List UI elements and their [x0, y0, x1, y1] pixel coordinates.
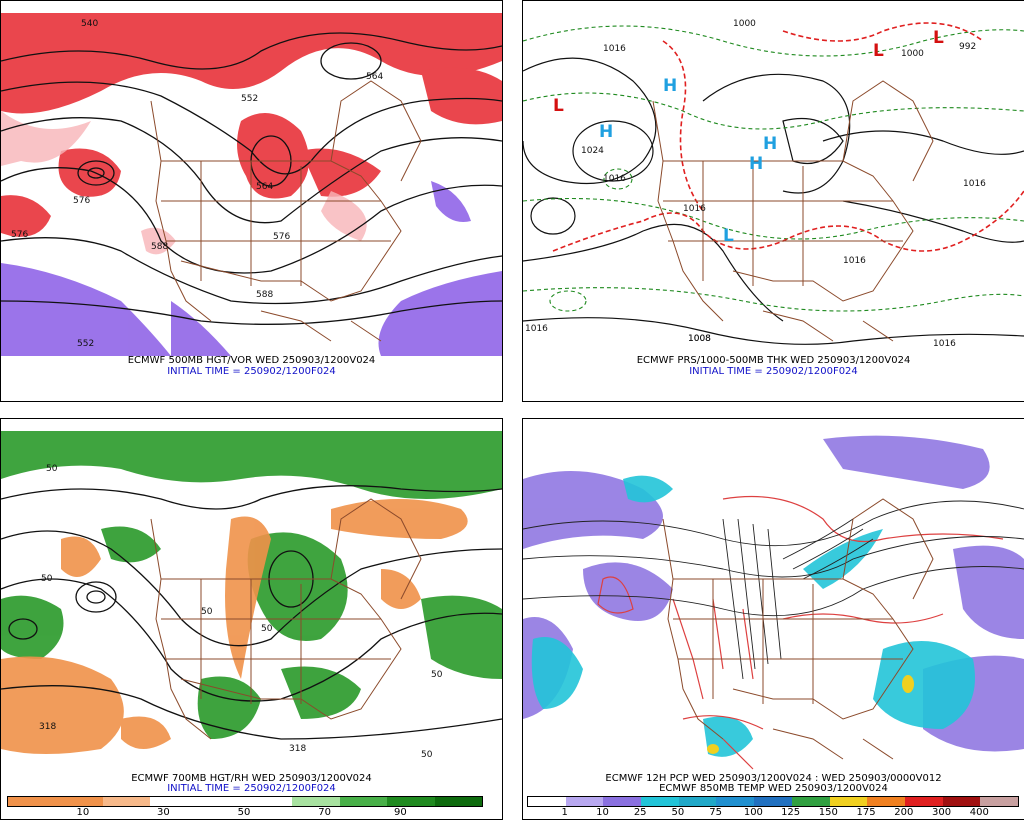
rh-moist-shading	[1, 431, 502, 739]
high-pressure-center: H	[599, 122, 613, 142]
contour-label: 50	[46, 464, 58, 474]
panel-title: ECMWF 500MB HGT/VOR WED 250903/1200V024	[127, 355, 376, 366]
scale-label: 300	[931, 807, 952, 818]
panel-700mb-rh: 50 50 50 50 318 318 50 50 ECMWF 700MB HG…	[0, 418, 503, 820]
precip-moderate-shading	[531, 475, 975, 757]
contour-label: 50	[421, 750, 433, 760]
contour-label: 50	[201, 607, 213, 617]
political-borders	[150, 80, 422, 342]
contour-label: 564	[256, 182, 273, 192]
isobar-label: 992	[959, 42, 976, 52]
rh-dry-shading	[1, 499, 468, 754]
panel-title: ECMWF PRS/1000-500MB THK WED 250903/1200…	[636, 355, 911, 366]
isobar-label: 1016	[525, 324, 548, 334]
panel-subtitle: ECMWF 850MB TEMP WED 250903/1200V024	[659, 783, 888, 794]
political-borders	[652, 80, 934, 342]
contour-label-group: 50 50 50 50 318 318 50 50	[39, 464, 443, 760]
isobar-label: 1000	[901, 49, 924, 59]
low-pressure-center: L	[933, 28, 944, 48]
contour-label: 50	[431, 670, 443, 680]
precip-scale-labels: 1 10 25 50 75 100 125 150 175 200 300 40…	[527, 807, 1017, 819]
contour-label: 318	[39, 722, 56, 732]
low-pressure-center: L	[723, 226, 734, 246]
contour-label: 576	[273, 232, 290, 242]
isobar-label: 1016	[843, 256, 866, 266]
isobar-label: 1016	[963, 179, 986, 189]
scale-label: 50	[671, 807, 685, 818]
isobar-label: 1024	[581, 146, 604, 156]
contour-label: 576	[73, 196, 90, 206]
panel-initial-time: INITIAL TIME = 250902/1200F024	[689, 366, 858, 377]
scale-label: 10	[596, 807, 609, 818]
isobar-label: 1016	[683, 204, 706, 214]
scale-label: 400	[969, 807, 989, 818]
contour-label: 50	[41, 574, 53, 584]
contour-label: 318	[289, 744, 306, 754]
contour-label: 552	[77, 339, 94, 349]
contour-label: 588	[151, 242, 168, 252]
scale-label: 50	[237, 807, 251, 818]
panel-500mb-vorticity: 540 552 576 576 588 576 564 588 564 552 …	[0, 0, 503, 402]
contour-label: 540	[81, 19, 98, 29]
negative-vorticity-shading	[1, 181, 502, 356]
isobar-label: 1016	[603, 44, 626, 54]
panel-initial-time: INITIAL TIME = 250902/1200F024	[167, 783, 336, 794]
scale-label: 100	[743, 807, 763, 818]
contour-label-group: 540 552 576 576 588 576 564 588 564 552	[11, 19, 383, 349]
high-pressure-center: H	[763, 134, 777, 154]
panel-title: ECMWF 12H PCP WED 250903/1200V024 : WED …	[605, 773, 942, 784]
scale-label: 30	[157, 807, 170, 818]
thickness-green	[523, 25, 1024, 312]
high-pressure-center: H	[749, 154, 763, 174]
pressure-centers: L H H H H L L L	[553, 28, 944, 246]
low-pressure-center: L	[553, 96, 564, 116]
scale-label: 75	[709, 807, 723, 818]
scale-label: 1	[561, 807, 568, 818]
political-borders	[150, 498, 422, 740]
scale-label: 70	[318, 807, 331, 818]
scale-label: 175	[856, 807, 876, 818]
scale-label: 10	[76, 807, 90, 818]
isobar-label: 1008	[688, 334, 711, 344]
contour-label: 564	[366, 72, 383, 82]
political-borders	[662, 498, 934, 760]
scale-label: 25	[633, 807, 647, 818]
contour-label: 50	[261, 624, 273, 634]
high-pressure-center: H	[663, 76, 677, 96]
map-700mb-rh: 50 50 50 50 318 318 50 50	[1, 431, 502, 774]
temperature-contours	[523, 500, 1024, 680]
isobar-label: 1008	[688, 334, 711, 344]
contour-label: 588	[256, 290, 273, 300]
panel-initial-time: INITIAL TIME = 250902/1200F024	[167, 366, 336, 377]
panel-precip-850mb-temp: ECMWF 12H PCP WED 250903/1200V024 : WED …	[522, 418, 1024, 820]
scale-label: 90	[394, 807, 407, 818]
contour-label: 552	[241, 94, 258, 104]
panel-title: ECMWF 700MB HGT/RH WED 250903/1200V024	[131, 773, 372, 784]
scale-label: 125	[781, 807, 801, 818]
isobars	[523, 57, 1024, 345]
precip-color-scale	[527, 796, 1019, 807]
rh-color-scale	[7, 796, 483, 807]
low-pressure-center: L	[873, 41, 884, 61]
isobar-label: 1000	[733, 19, 756, 29]
contour-label: 576	[11, 230, 28, 240]
map-500mb-vorticity: 540 552 576 576 588 576 564 588 564 552	[1, 13, 502, 356]
rh-scale-labels: 10 30 50 70 90	[7, 807, 481, 819]
isobar-label-group: 1000 1008 1016 1024 1016 1016 1016 1008 …	[525, 19, 986, 349]
scale-label: 150	[818, 807, 838, 818]
isobar-label: 1016	[603, 174, 626, 184]
map-pressure-thickness: L H H H H L L L 1000 1008 1016 1024 1016…	[523, 13, 1024, 356]
scale-label: 200	[894, 807, 914, 818]
isobar-label: 1016	[933, 339, 956, 349]
precip-heavy-shading	[707, 675, 914, 754]
panel-pressure-thickness: L H H H H L L L 1000 1008 1016 1024 1016…	[522, 0, 1024, 402]
map-precip-850mb-temp	[523, 431, 1024, 774]
height-contours	[1, 485, 502, 740]
